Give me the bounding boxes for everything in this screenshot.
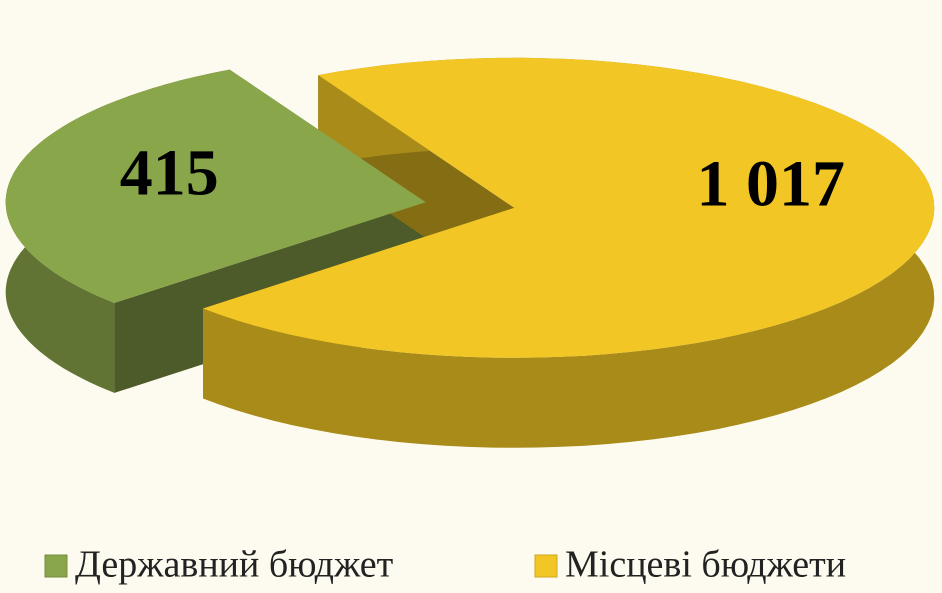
- legend-label: Місцеві бюджети: [565, 544, 846, 586]
- data-label: 1 017: [697, 148, 846, 221]
- data-label: 415: [120, 137, 219, 210]
- legend-swatch: [534, 554, 558, 578]
- legend-label: Державний бюджет: [75, 544, 394, 586]
- slice-top: [5, 69, 426, 303]
- slice-top: [203, 57, 935, 358]
- legend-swatch: [44, 554, 68, 578]
